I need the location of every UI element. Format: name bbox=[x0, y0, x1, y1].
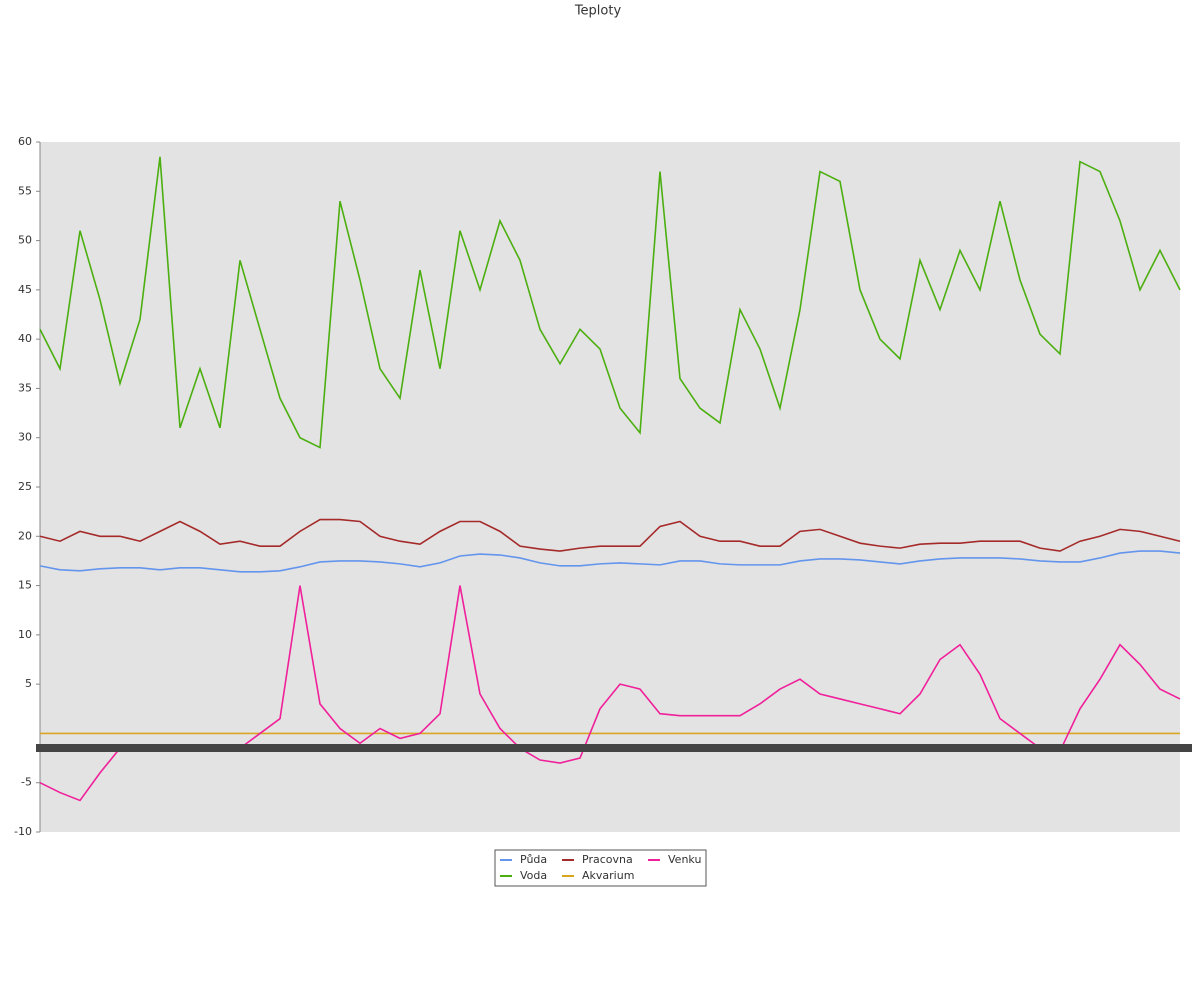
series-line bbox=[39, 518, 1181, 552]
plot-area bbox=[40, 142, 1180, 832]
y-tick-label: 45 bbox=[18, 283, 32, 296]
chart-title: Teploty bbox=[574, 4, 622, 19]
series-line bbox=[39, 550, 1181, 573]
x-label-band bbox=[36, 744, 1192, 752]
legend-label: Akvarium bbox=[582, 869, 634, 882]
y-tick-label: 10 bbox=[18, 628, 32, 641]
series-line bbox=[39, 156, 1181, 449]
y-tick-label: 35 bbox=[18, 381, 32, 394]
y-tick-label: 60 bbox=[18, 135, 32, 148]
legend-label: Venku bbox=[668, 853, 701, 866]
y-tick-label: 50 bbox=[18, 234, 32, 247]
y-tick-label: 15 bbox=[18, 579, 32, 592]
y-tick-label: 20 bbox=[18, 529, 32, 542]
legend bbox=[494, 849, 707, 887]
legend-label: Voda bbox=[520, 869, 547, 882]
y-tick-label: 5 bbox=[25, 677, 32, 690]
y-tick-label: 40 bbox=[18, 332, 32, 345]
y-tick-label: -5 bbox=[21, 776, 32, 789]
y-tick-label: -10 bbox=[14, 825, 32, 838]
y-tick-label: 30 bbox=[18, 431, 32, 444]
legend-label: Půda bbox=[520, 853, 547, 866]
y-tick-label: 55 bbox=[18, 184, 32, 197]
legend-label: Pracovna bbox=[582, 853, 633, 866]
y-tick-label: 25 bbox=[18, 480, 32, 493]
